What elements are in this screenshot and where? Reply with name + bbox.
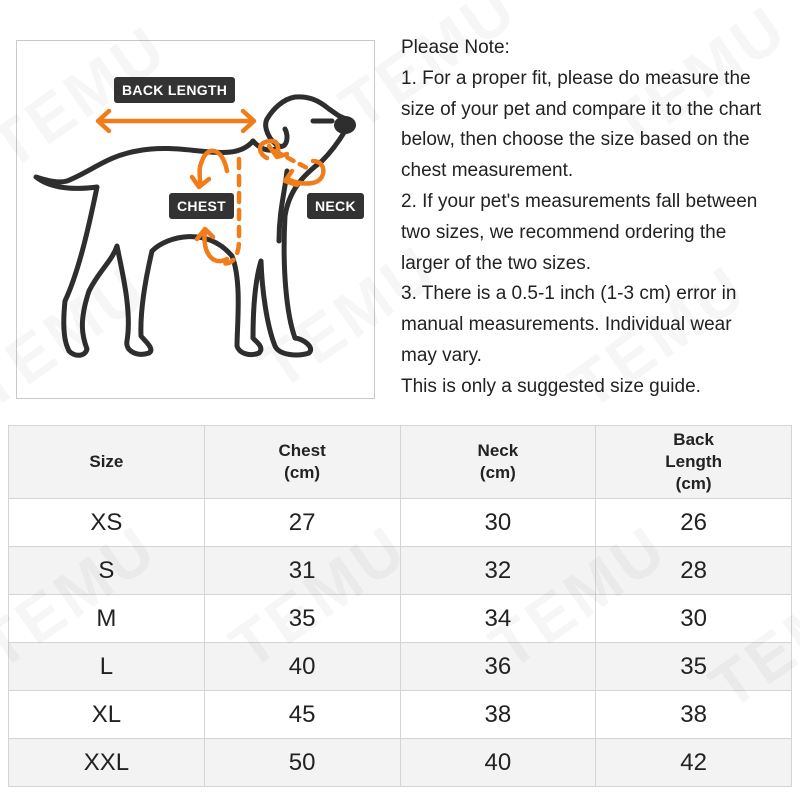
cell-back-length: 28 bbox=[595, 546, 792, 595]
header-neck: Neck (cm) bbox=[399, 425, 597, 499]
cell-neck: 40 bbox=[399, 738, 597, 787]
header-text: Length bbox=[665, 452, 722, 471]
cell-size: L bbox=[8, 642, 205, 691]
cell-chest: 35 bbox=[203, 594, 401, 643]
cell-size: XS bbox=[8, 498, 205, 547]
table-header-row: Size Chest (cm) Neck (cm) Back Length (cm) bbox=[8, 425, 792, 499]
cell-neck: 36 bbox=[399, 642, 597, 691]
note-line: two sizes, we recommend ordering the bbox=[401, 221, 727, 243]
note-line: 1. For a proper fit, please do measure t… bbox=[401, 67, 751, 89]
cell-chest: 50 bbox=[203, 738, 401, 787]
cell-chest: 31 bbox=[203, 546, 401, 595]
cell-back-length: 26 bbox=[595, 498, 792, 547]
header-text: Back bbox=[673, 430, 714, 449]
cell-chest: 45 bbox=[203, 690, 401, 739]
cell-chest: 40 bbox=[203, 642, 401, 691]
notes-heading: Please Note: bbox=[401, 37, 510, 58]
note-line: This is only a suggested size guide. bbox=[401, 375, 701, 397]
header-text: Chest bbox=[278, 441, 326, 460]
table-row: XL 45 38 38 bbox=[8, 690, 792, 739]
header-unit: (cm) bbox=[479, 463, 516, 482]
cell-back-length: 35 bbox=[595, 642, 792, 691]
neck-label: NECK bbox=[307, 193, 364, 219]
note-line: chest measurement. bbox=[401, 160, 574, 182]
cell-neck: 30 bbox=[399, 498, 597, 547]
cell-size: S bbox=[8, 546, 205, 595]
header-chest: Chest (cm) bbox=[203, 425, 401, 499]
header-text: Size bbox=[89, 452, 124, 471]
note-line: below, then choose the size based on the bbox=[401, 129, 750, 151]
chest-label: CHEST bbox=[169, 193, 234, 219]
cell-chest: 27 bbox=[203, 498, 401, 547]
table-row: M 35 34 30 bbox=[8, 594, 792, 643]
header-unit: (cm) bbox=[284, 463, 321, 482]
back-length-label: BACK LENGTH bbox=[114, 77, 236, 103]
table-row: L 40 36 35 bbox=[8, 642, 792, 691]
note-line: manual measurements. Individual wear bbox=[401, 314, 732, 336]
dog-outline-illustration bbox=[33, 94, 356, 358]
size-chart-table: Size Chest (cm) Neck (cm) Back Length (cm) X… bbox=[8, 425, 792, 787]
header-unit: (cm) bbox=[675, 474, 712, 493]
note-line: larger of the two sizes. bbox=[401, 252, 592, 274]
cell-neck: 34 bbox=[399, 594, 597, 643]
header-text: Neck bbox=[477, 441, 519, 460]
note-line: 3. There is a 0.5-1 inch (1-3 cm) error … bbox=[401, 283, 737, 305]
header-size: Size bbox=[8, 425, 205, 499]
cell-neck: 32 bbox=[399, 546, 597, 595]
header-back-length: Back Length (cm) bbox=[595, 425, 792, 499]
cell-back-length: 30 bbox=[595, 594, 792, 643]
cell-size: M bbox=[8, 594, 205, 643]
note-line: size of your pet and compare it to the c… bbox=[401, 98, 762, 120]
cell-size: XXL bbox=[8, 738, 205, 787]
dog-nose bbox=[334, 116, 356, 134]
size-guide-notes: Please Note: 1. For a proper fit, please… bbox=[401, 33, 796, 403]
note-line: 2. If your pet's measurements fall betwe… bbox=[401, 190, 758, 212]
note-line: may vary. bbox=[401, 344, 482, 366]
cell-neck: 38 bbox=[399, 690, 597, 739]
cell-back-length: 38 bbox=[595, 690, 792, 739]
table-row: XS 27 30 26 bbox=[8, 498, 792, 547]
table-row: S 31 32 28 bbox=[8, 546, 792, 595]
cell-size: XL bbox=[8, 690, 205, 739]
dog-measurement-diagram: BACK LENGTH CHEST NECK bbox=[16, 40, 375, 399]
table-row: XXL 50 40 42 bbox=[8, 738, 792, 787]
cell-back-length: 42 bbox=[595, 738, 792, 787]
